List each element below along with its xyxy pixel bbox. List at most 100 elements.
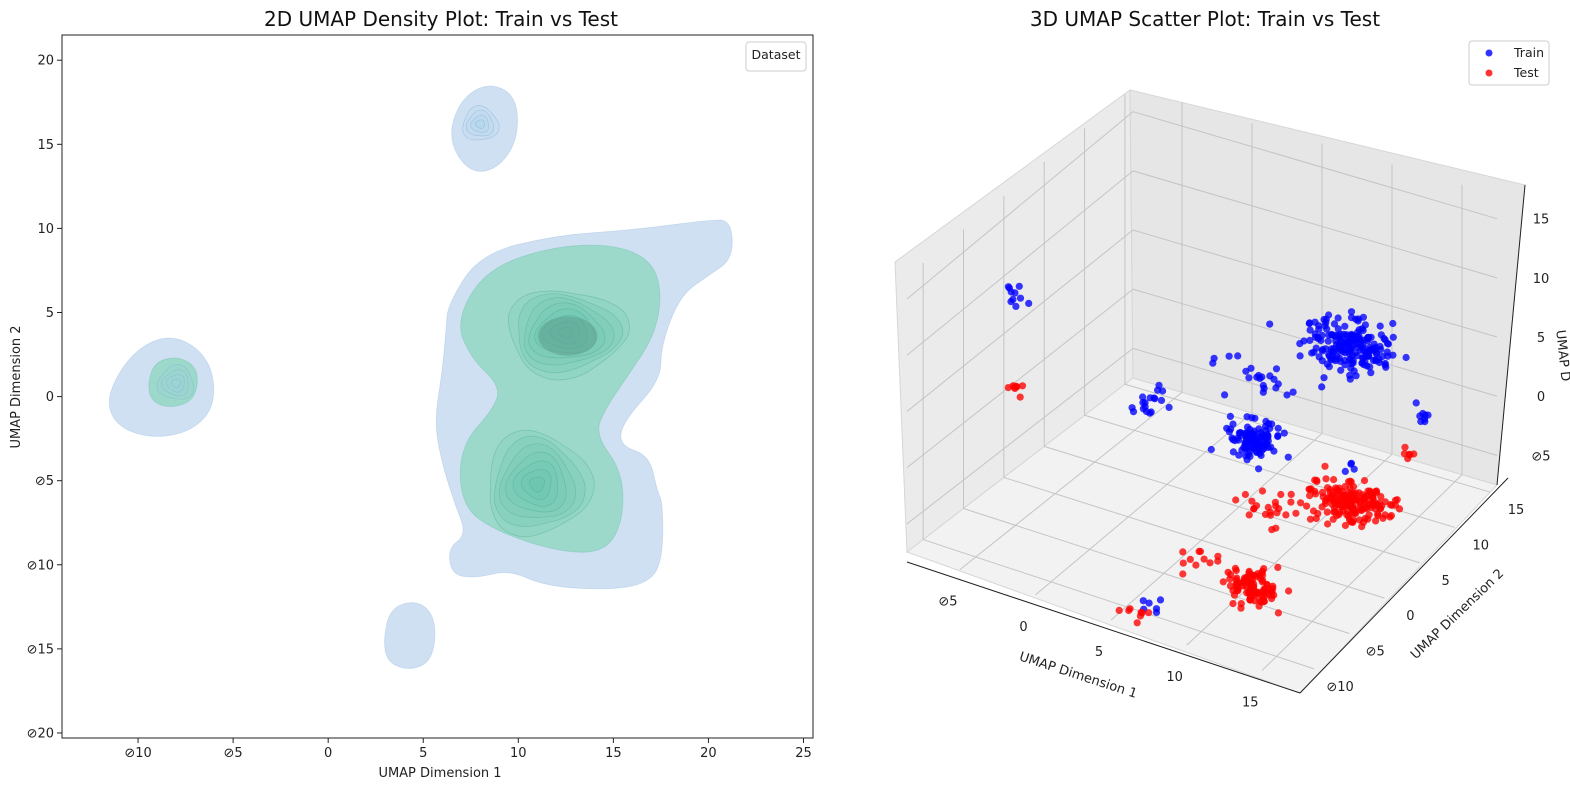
point-train: [1306, 326, 1314, 334]
point-train: [1296, 352, 1304, 360]
density-contour: [161, 369, 189, 397]
point-train: [1254, 440, 1262, 449]
point-train: [1389, 333, 1397, 341]
point-train: [1151, 395, 1159, 403]
point-test: [1321, 462, 1329, 470]
grid-line: [1186, 453, 1393, 646]
legend-label-test: Test: [1513, 65, 1539, 80]
x-tick-label: 20: [700, 746, 717, 761]
point-train: [1243, 423, 1252, 431]
point-train: [1129, 408, 1138, 416]
point-test: [1330, 476, 1338, 484]
y3d-tick-label: ⊘10: [1326, 680, 1353, 695]
point-train: [1274, 424, 1282, 432]
y-tick-label: 20: [37, 54, 54, 69]
density-plot-area: [108, 85, 733, 669]
point-test: [1245, 569, 1253, 577]
legend-marker-train: [1485, 49, 1493, 57]
grid-line: [906, 229, 1134, 412]
point-test: [1274, 563, 1282, 572]
point-train: [1012, 302, 1020, 310]
point-test: [1179, 559, 1187, 567]
density-x-ticks: ⊘10 ⊘5 0 5 10 15 20 25: [124, 738, 812, 761]
y-tick-label: ⊘20: [27, 726, 54, 741]
point-test: [1356, 506, 1365, 514]
scatter3d-x-axis-label: UMAP Dimension 1: [1017, 650, 1139, 702]
point-train: [1352, 372, 1360, 380]
point-train: [1353, 352, 1361, 360]
x-axis-line: [906, 561, 1301, 694]
point-train: [1272, 384, 1280, 392]
point-train: [1355, 326, 1363, 334]
point-train: [1315, 322, 1323, 330]
point-train: [1383, 348, 1391, 356]
point-test: [1337, 502, 1346, 510]
point-train: [1323, 360, 1331, 368]
grid-line: [906, 288, 1134, 469]
density-legend[interactable]: Dataset: [745, 41, 807, 72]
point-train: [1336, 357, 1344, 365]
point-test: [1268, 592, 1276, 600]
density-contour: [465, 109, 495, 137]
x-tick-label: ⊘10: [124, 746, 151, 761]
density-chart: 2D UMAP Density Plot: Train vs Test ⊘10 ⊘…: [9, 7, 814, 781]
point-train: [1367, 369, 1375, 377]
density-contour: [505, 451, 567, 513]
x3d-tick-label: ⊘5: [938, 595, 957, 610]
z3d-tick-label: ⊘5: [1531, 449, 1550, 464]
point-test: [1271, 498, 1279, 506]
point-test: [1192, 561, 1200, 569]
point-test: [1319, 493, 1327, 501]
point-test: [1274, 609, 1282, 617]
point-train: [1015, 282, 1023, 290]
point-train: [1142, 407, 1151, 416]
point-test: [1248, 497, 1256, 505]
y-tick-label: ⊘15: [27, 642, 54, 657]
point-test: [1387, 501, 1395, 509]
point-train: [1145, 599, 1153, 607]
point-test: [1374, 510, 1382, 518]
point-test: [1237, 600, 1245, 608]
grid-line: [1003, 476, 1385, 599]
x-tick-label: 15: [605, 746, 622, 761]
point-test: [1360, 494, 1368, 502]
point-test: [1287, 498, 1295, 506]
y-tick-label: 10: [37, 222, 54, 237]
point-train: [1322, 319, 1330, 327]
point-test: [1258, 487, 1267, 495]
density-region: [459, 244, 661, 553]
point-train: [1207, 445, 1215, 454]
point-test: [1241, 490, 1249, 499]
point-test: [1012, 382, 1020, 390]
point-train: [1235, 451, 1243, 459]
point-train: [1016, 294, 1025, 302]
point-test: [1206, 559, 1214, 567]
point-train: [1341, 467, 1349, 475]
point-train: [1011, 289, 1019, 297]
point-test: [1252, 588, 1260, 596]
point-test: [1405, 450, 1413, 458]
point-train: [1381, 361, 1389, 369]
scatter3d-legend[interactable]: Train Test: [1468, 40, 1550, 86]
point-test: [1179, 548, 1187, 556]
grid-line: [1132, 288, 1498, 397]
point-train: [1365, 352, 1373, 360]
point-train: [1317, 336, 1325, 345]
y-tick-label: 0: [46, 390, 54, 405]
point-train: [1347, 308, 1356, 316]
point-train: [1229, 448, 1237, 456]
point-test: [1323, 508, 1331, 516]
point-train: [1347, 459, 1355, 467]
point-test: [1331, 495, 1339, 503]
z3d-tick-label: 15: [1533, 213, 1550, 228]
point-test: [1257, 598, 1265, 606]
point-test: [1245, 511, 1253, 519]
point-train: [1257, 428, 1265, 437]
grid-line: [906, 170, 1134, 356]
point-test: [1260, 585, 1268, 594]
density-y-ticks: ⊘20 ⊘15 ⊘10 ⊘5 0 5 10 15 20: [27, 54, 62, 741]
point-test: [1365, 511, 1373, 519]
point-train: [1330, 320, 1339, 328]
point-test: [1306, 515, 1315, 523]
